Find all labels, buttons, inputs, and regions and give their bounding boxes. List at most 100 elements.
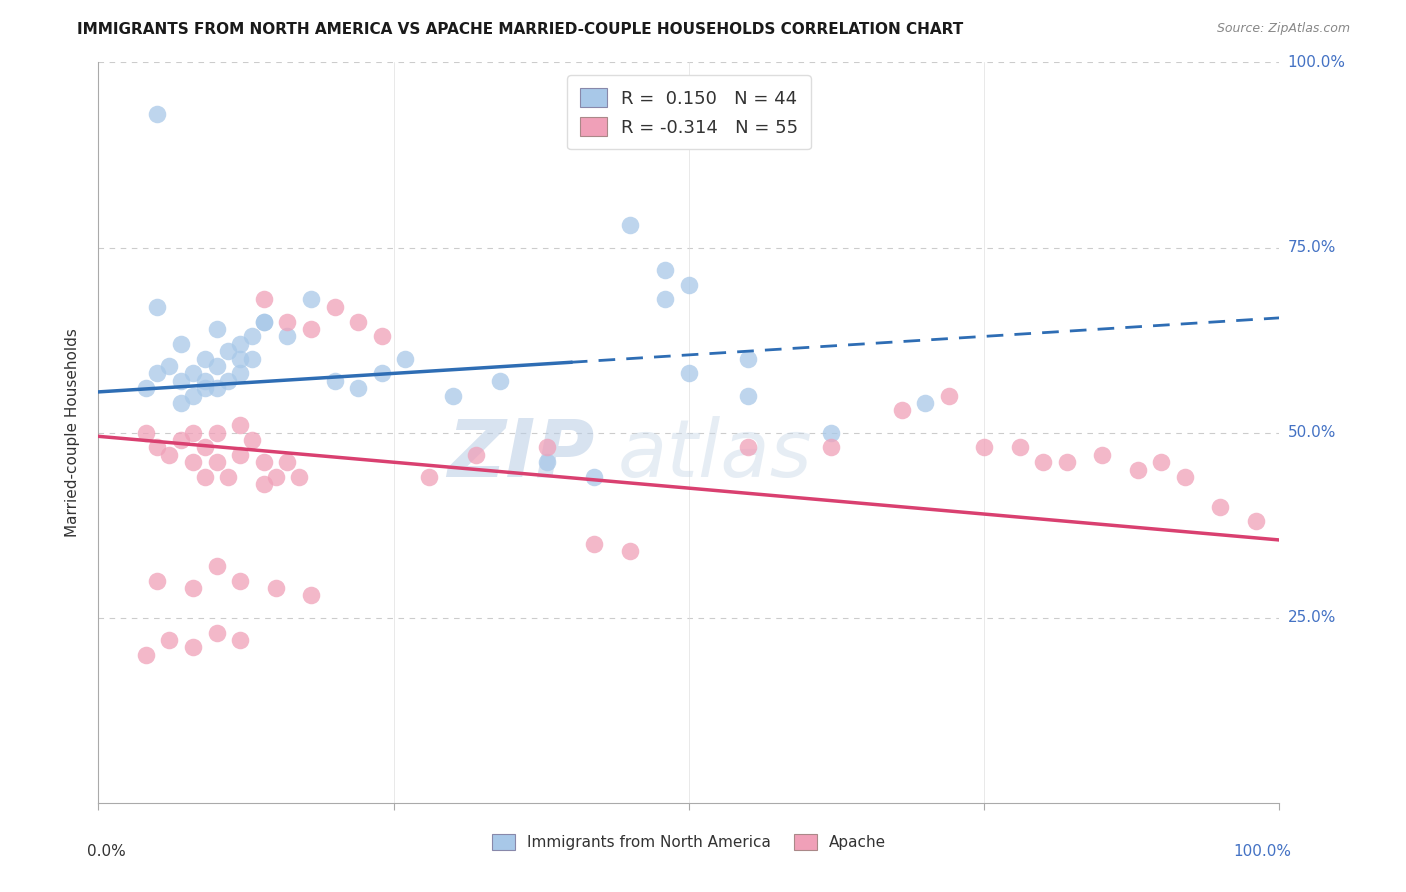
Point xyxy=(583,536,606,550)
Text: 100.0%: 100.0% xyxy=(1288,55,1346,70)
Point xyxy=(1150,455,1173,469)
Point xyxy=(394,351,416,366)
Point xyxy=(253,314,276,328)
Point xyxy=(347,314,370,328)
Point xyxy=(253,455,276,469)
Point xyxy=(194,470,217,484)
Point xyxy=(181,455,204,469)
Point xyxy=(194,441,217,455)
Point xyxy=(1008,441,1031,455)
Point xyxy=(170,374,193,388)
Point xyxy=(1056,455,1078,469)
Point xyxy=(181,367,204,381)
Point xyxy=(181,581,204,595)
Text: 0.0%: 0.0% xyxy=(87,844,125,858)
Point xyxy=(146,107,169,121)
Point xyxy=(371,367,394,381)
Point xyxy=(181,425,204,440)
Point xyxy=(229,336,252,351)
Text: IMMIGRANTS FROM NORTH AMERICA VS APACHE MARRIED-COUPLE HOUSEHOLDS CORRELATION CH: IMMIGRANTS FROM NORTH AMERICA VS APACHE … xyxy=(77,22,963,37)
Point xyxy=(170,433,193,447)
Point xyxy=(229,632,252,647)
Point xyxy=(181,640,204,655)
Point xyxy=(205,359,228,373)
Text: 100.0%: 100.0% xyxy=(1233,844,1291,858)
Point xyxy=(1244,515,1267,529)
Point xyxy=(157,359,180,373)
Text: 75.0%: 75.0% xyxy=(1288,240,1336,255)
Point xyxy=(170,336,193,351)
Point xyxy=(205,558,228,573)
Point xyxy=(678,277,700,292)
Point xyxy=(253,314,276,328)
Point xyxy=(654,293,676,307)
Point xyxy=(146,367,169,381)
Point xyxy=(170,396,193,410)
Point xyxy=(299,322,322,336)
Point xyxy=(205,455,228,469)
Text: 25.0%: 25.0% xyxy=(1288,610,1336,625)
Text: 50.0%: 50.0% xyxy=(1288,425,1336,440)
Point xyxy=(229,367,252,381)
Point xyxy=(347,381,370,395)
Point xyxy=(619,219,641,233)
Point xyxy=(820,441,842,455)
Point xyxy=(583,470,606,484)
Point xyxy=(1174,470,1197,484)
Point xyxy=(240,433,263,447)
Point xyxy=(737,351,759,366)
Point xyxy=(229,574,252,588)
Text: Source: ZipAtlas.com: Source: ZipAtlas.com xyxy=(1216,22,1350,36)
Point xyxy=(253,477,276,491)
Point xyxy=(135,381,157,395)
Point xyxy=(217,374,239,388)
Point xyxy=(135,425,157,440)
Point xyxy=(276,329,298,343)
Point xyxy=(146,300,169,314)
Point xyxy=(1209,500,1232,514)
Point xyxy=(135,648,157,662)
Point xyxy=(217,470,239,484)
Point xyxy=(229,351,252,366)
Point xyxy=(205,381,228,395)
Point xyxy=(157,448,180,462)
Point xyxy=(240,351,263,366)
Point xyxy=(323,374,346,388)
Point xyxy=(288,470,311,484)
Text: atlas: atlas xyxy=(619,416,813,494)
Point xyxy=(299,293,322,307)
Point xyxy=(146,574,169,588)
Point xyxy=(205,322,228,336)
Point xyxy=(276,455,298,469)
Point xyxy=(737,441,759,455)
Point xyxy=(938,388,960,402)
Text: ZIP: ZIP xyxy=(447,416,595,494)
Point xyxy=(181,388,204,402)
Point xyxy=(194,381,217,395)
Point xyxy=(1126,462,1149,476)
Point xyxy=(194,374,217,388)
Point xyxy=(489,374,512,388)
Point xyxy=(205,425,228,440)
Point xyxy=(1091,448,1114,462)
Point xyxy=(299,589,322,603)
Point xyxy=(253,293,276,307)
Point xyxy=(205,625,228,640)
Point xyxy=(1032,455,1054,469)
Legend: Immigrants from North America, Apache: Immigrants from North America, Apache xyxy=(484,827,894,858)
Point xyxy=(146,441,169,455)
Point xyxy=(890,403,912,417)
Point xyxy=(371,329,394,343)
Point xyxy=(229,448,252,462)
Point xyxy=(820,425,842,440)
Point xyxy=(229,418,252,433)
Point xyxy=(654,262,676,277)
Point xyxy=(536,455,558,469)
Point xyxy=(264,470,287,484)
Point xyxy=(914,396,936,410)
Point xyxy=(536,441,558,455)
Point xyxy=(240,329,263,343)
Point xyxy=(217,344,239,359)
Point xyxy=(418,470,440,484)
Point xyxy=(441,388,464,402)
